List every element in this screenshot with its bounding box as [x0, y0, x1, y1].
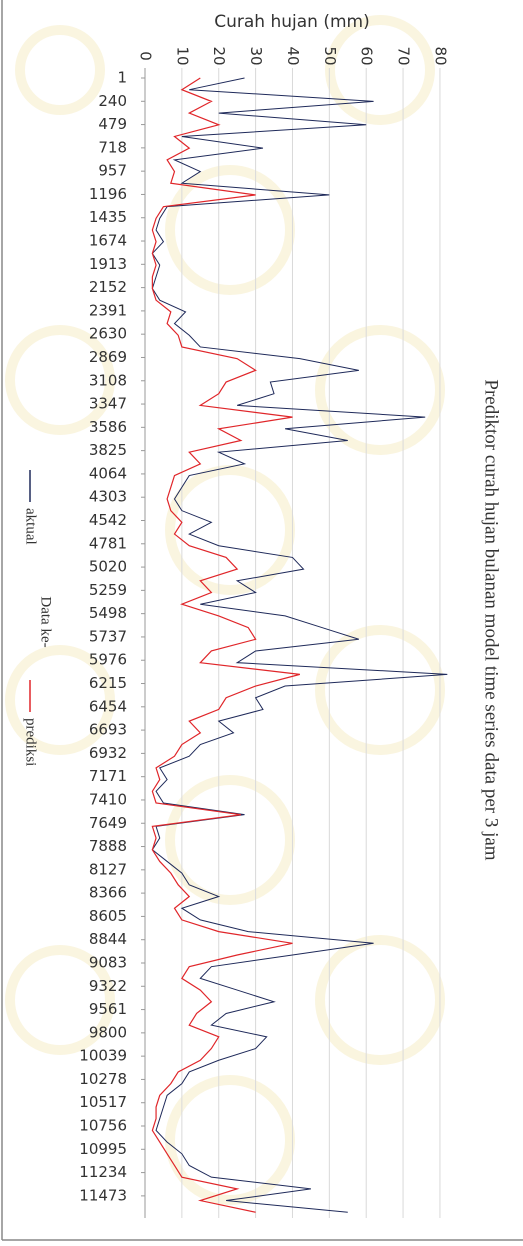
x-tick-label: 240 [98, 92, 127, 110]
x-tick-label: 5498 [89, 604, 127, 622]
x-tick-label: 2630 [89, 325, 127, 343]
x-tick-label: 8127 [89, 860, 127, 878]
x-tick-label: 7410 [89, 790, 127, 808]
x-tick-label: 11234 [79, 1163, 127, 1181]
y-tick-label: 40 [284, 46, 302, 65]
x-tick-label: 9561 [89, 1000, 127, 1018]
x-tick-label: 6454 [89, 697, 127, 715]
y-tick-label: 20 [210, 46, 228, 65]
x-tick-label: 8366 [89, 884, 127, 902]
y-axis-title: Curah hujan (mm) [214, 12, 369, 32]
x-tick-label: 5737 [89, 627, 127, 645]
x-tick-label: 718 [98, 138, 127, 156]
x-tick-label: 4303 [89, 488, 127, 506]
series-line [151, 77, 448, 1213]
x-tick-label: 10756 [79, 1117, 127, 1135]
x-tick-label: 8605 [89, 907, 127, 925]
chart-title: Prediktor curah hujan bulanan model time… [481, 379, 502, 860]
x-tick-label: 1196 [89, 185, 127, 203]
legend-label: prediksi [23, 718, 39, 766]
x-tick-label: 1435 [89, 208, 127, 226]
watermark [5, 15, 445, 1205]
x-tick-label: 6693 [89, 721, 127, 739]
x-tick-label: 10995 [79, 1140, 127, 1158]
y-tick-label: 70 [395, 46, 413, 65]
x-tick-label: 11473 [79, 1186, 127, 1204]
y-tick-label: 30 [247, 46, 265, 65]
x-tick-label: 9800 [89, 1023, 127, 1041]
x-tick-label: 8844 [89, 930, 127, 948]
x-tick-label: 6215 [89, 674, 127, 692]
x-tick-label: 4781 [89, 534, 127, 552]
x-tick-label: 2869 [89, 348, 127, 366]
y-tick-label: 60 [358, 46, 376, 65]
x-tick-label: 1913 [89, 255, 127, 273]
x-tick-label: 7649 [89, 814, 127, 832]
x-tick-label: 5020 [89, 558, 127, 576]
x-tick-label: 10278 [79, 1070, 127, 1088]
x-tick-label: 3586 [89, 418, 127, 436]
x-tick-label: 3825 [89, 441, 127, 459]
x-tick-label: 5259 [89, 581, 127, 599]
y-tick-label: 80 [431, 46, 449, 65]
x-tick-label: 957 [98, 162, 127, 180]
x-tick-label: 7888 [89, 837, 127, 855]
x-tick-label: 9322 [89, 977, 127, 995]
x-tick-label: 10039 [79, 1047, 127, 1065]
x-tick-label: 1674 [89, 232, 127, 250]
x-tick-label: 3108 [89, 371, 127, 389]
x-tick-label: 1 [117, 69, 127, 87]
x-tick-label: 4064 [89, 464, 127, 482]
x-tick-label: 479 [98, 115, 127, 133]
legend-label: aktual [23, 508, 39, 545]
x-tick-label: 7171 [89, 767, 127, 785]
x-tick-label: 2152 [89, 278, 127, 296]
y-tick-label: 10 [173, 46, 191, 65]
x-tick-label: 3347 [89, 395, 127, 413]
x-tick-label: 4542 [89, 511, 127, 529]
y-tick-label: 50 [321, 46, 339, 65]
x-axis-title: Data ke- [38, 596, 54, 647]
y-tick-label: 0 [137, 51, 155, 61]
x-tick-label: 10517 [79, 1093, 127, 1111]
series-line [151, 77, 300, 1213]
x-tick-label: 6932 [89, 744, 127, 762]
x-tick-label: 9083 [89, 953, 127, 971]
x-tick-label: 5976 [89, 651, 127, 669]
x-tick-label: 2391 [89, 301, 127, 319]
